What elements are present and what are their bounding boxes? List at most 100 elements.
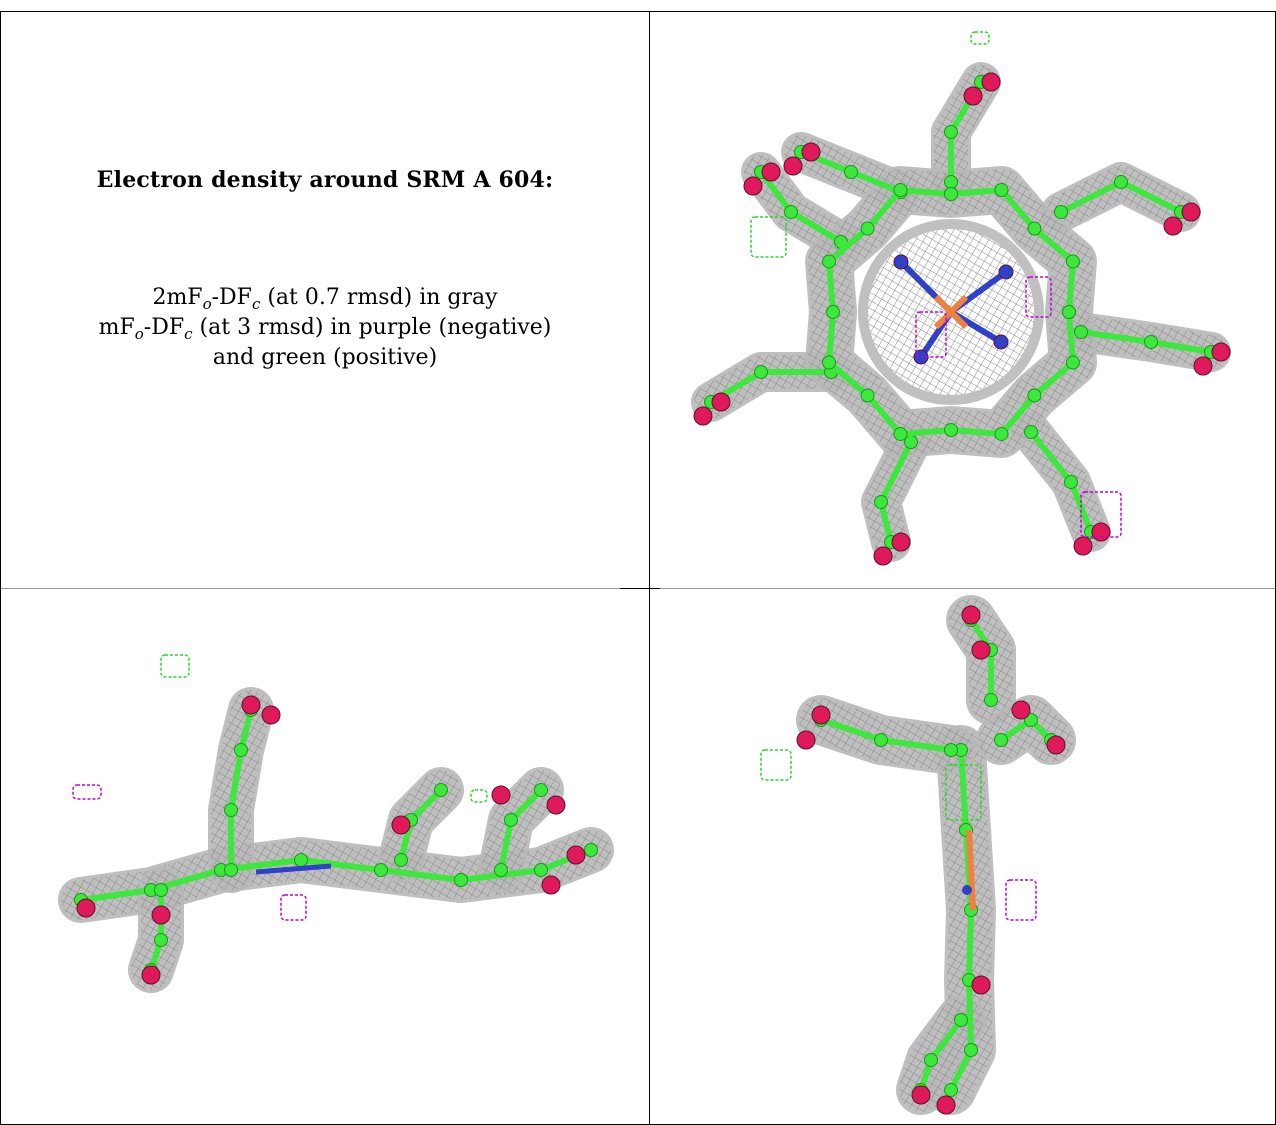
- carbon-atom: [844, 165, 858, 179]
- caption-text: (at 3 rmsd) in purple (negative): [192, 315, 552, 340]
- negative-difference-density: [915, 311, 947, 358]
- caption-line-fo-fc: mFo-DFc (at 3 rmsd) in purple (negative): [10, 313, 640, 342]
- carbon-atom: [754, 365, 768, 379]
- carbon-atom: [534, 863, 548, 877]
- oxygen-atom: [783, 156, 803, 176]
- carbon-atom: [1144, 335, 1158, 349]
- carbon-atom: [1074, 325, 1088, 339]
- density-image-top-view: [691, 31, 1231, 566]
- positive-difference-density: [470, 789, 488, 803]
- carbon-atom: [1065, 355, 1080, 370]
- oxygen-atom: [541, 875, 561, 895]
- oxygen-atom: [963, 86, 983, 106]
- oxygen-atom: [891, 532, 911, 552]
- oxygen-atom: [1193, 356, 1213, 376]
- caption-text: mF: [98, 315, 135, 340]
- carbon-atom: [454, 873, 468, 887]
- carbon-atom: [822, 355, 837, 370]
- oxygen-atom: [391, 815, 411, 835]
- carbon-atom: [874, 733, 888, 747]
- negative-difference-density: [72, 784, 102, 800]
- density-panel-end-view: [651, 590, 1275, 1124]
- carbon-atom: [1054, 205, 1068, 219]
- positive-difference-density: [945, 764, 982, 821]
- oxygen-atom: [873, 546, 893, 566]
- nitrogen-atom: [962, 885, 972, 895]
- oxygen-atom: [936, 1095, 956, 1115]
- carbon-atom: [826, 305, 840, 319]
- carbon-atom: [374, 863, 388, 877]
- carbon-atom: [1065, 254, 1080, 269]
- oxygen-atom: [1163, 216, 1183, 236]
- caption-cell: Electron density around SRM A 604: 2mFo-…: [10, 0, 640, 588]
- carbon-atom: [154, 883, 168, 897]
- nitrogen-atom: [993, 334, 1009, 350]
- negative-difference-density: [1080, 491, 1122, 538]
- negative-difference-density: [1025, 276, 1052, 318]
- carbon-atom: [944, 423, 958, 437]
- carbon-atom: [994, 426, 1009, 441]
- oxygen-atom: [971, 640, 991, 660]
- oxygen-atom: [76, 898, 96, 918]
- negative-difference-density: [280, 894, 307, 921]
- carbon-atom: [294, 853, 308, 867]
- oxygen-atom: [261, 705, 281, 725]
- carbon-atom: [944, 187, 958, 201]
- oxygen-atom: [1073, 536, 1093, 556]
- carbon-atom: [954, 1013, 968, 1027]
- oxygen-atom: [1091, 522, 1111, 542]
- table-rule-tick: [620, 588, 660, 589]
- positive-difference-density: [760, 749, 792, 781]
- carbon-atom: [944, 175, 958, 189]
- carbon-atom: [1062, 305, 1076, 319]
- negative-difference-density: [1005, 879, 1037, 921]
- caption-text: -DF: [143, 315, 185, 340]
- iron-center: [933, 294, 969, 330]
- carbon-atom: [874, 495, 888, 509]
- caption-subscript: o: [202, 295, 212, 313]
- nitrogen-atom: [893, 254, 909, 270]
- oxygen-atom: [981, 72, 1001, 92]
- carbon-atom: [584, 843, 598, 857]
- carbon-atom: [860, 221, 875, 236]
- nitrogen-atom: [998, 264, 1014, 280]
- caption-subscript: o: [134, 325, 144, 343]
- carbon-atom: [924, 1053, 938, 1067]
- carbon-atom: [944, 743, 958, 757]
- carbon-atom: [784, 205, 798, 219]
- carbon-atom: [964, 1043, 978, 1057]
- oxygen-atom: [761, 162, 781, 182]
- carbon-atom: [494, 863, 508, 877]
- carbon-atom: [1027, 221, 1042, 236]
- oxygen-atom: [566, 845, 586, 865]
- carbon-atom: [860, 388, 875, 403]
- carbon-atom: [434, 783, 448, 797]
- carbon-atom: [893, 426, 908, 441]
- nitrogen-bond: [255, 863, 332, 875]
- density-panel-top-view: [651, 12, 1275, 588]
- positive-difference-density: [970, 31, 990, 45]
- carbon-atom: [154, 933, 168, 947]
- carbon-atom: [1114, 175, 1128, 189]
- oxygen-atom: [811, 705, 831, 725]
- oxygen-atom: [743, 176, 763, 196]
- carbon-atom: [822, 254, 837, 269]
- carbon-atom: [994, 183, 1009, 198]
- density-image-end-view: [760, 595, 1076, 1115]
- oxygen-atom: [693, 406, 713, 426]
- carbon-atom: [984, 693, 998, 707]
- oxygen-atom: [241, 695, 261, 715]
- caption-line-positive: and green (positive): [212, 345, 438, 370]
- oxygen-atom: [546, 795, 566, 815]
- carbon-atom: [224, 863, 238, 877]
- caption-subscript: c: [184, 325, 193, 343]
- oxygen-atom: [141, 965, 161, 985]
- positive-difference-density: [160, 654, 190, 678]
- caption-subscript: c: [251, 295, 261, 313]
- carbon-atom: [1024, 425, 1038, 439]
- oxygen-atom: [1181, 202, 1201, 222]
- oxygen-atom: [801, 142, 821, 162]
- oxygen-atom: [1046, 735, 1066, 755]
- table-rule-center: [649, 11, 650, 1125]
